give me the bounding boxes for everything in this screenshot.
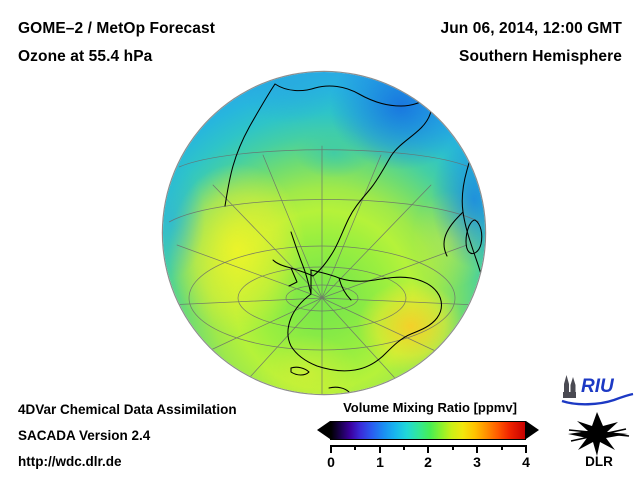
assimilation-method-label: 4DVar Chemical Data Assimilation — [18, 402, 237, 417]
colorbar-label-3: 3 — [473, 454, 481, 470]
data-centre-url[interactable]: http://wdc.dlr.de — [18, 454, 122, 469]
dlr-wordmark: DLR — [585, 454, 613, 468]
colorbar-extend-low-arrow — [317, 421, 330, 439]
colorbar-axis: 0 1 2 3 4 — [316, 445, 540, 475]
forecast-datetime: Jun 06, 2014, 12:00 GMT — [440, 20, 622, 37]
colorbar-tick-3 — [476, 445, 478, 453]
coastline-layer — [224, 83, 484, 393]
colorbar-tick-3-5 — [501, 445, 503, 450]
region-label: Southern Hemisphere — [459, 48, 622, 65]
colorbar-label-4: 4 — [522, 454, 530, 470]
colorbar-tick-2-5 — [452, 445, 454, 450]
colorbar-label-2: 2 — [424, 454, 432, 470]
colorbar-title: Volume Mixing Ratio [ppmv] — [343, 400, 517, 415]
ozone-globe-map — [163, 72, 485, 394]
colorbar-label-0: 0 — [327, 454, 335, 470]
dlr-mark-lines — [568, 428, 630, 442]
colorbar-tick-0 — [330, 445, 332, 453]
colorbar-tick-1 — [379, 445, 381, 453]
colorbar-tick-1-5 — [403, 445, 405, 450]
colorbar-label-1: 1 — [376, 454, 384, 470]
colorbar-tick-4 — [525, 445, 527, 453]
model-version-label: SACADA Version 2.4 — [18, 428, 151, 443]
graticule-layer — [166, 145, 480, 394]
colorbar-gradient — [330, 421, 526, 440]
riu-wordmark: RIU — [581, 376, 615, 397]
dlr-logo: DLR — [568, 412, 630, 468]
forecast-title: GOME–2 / MetOp Forecast — [18, 20, 215, 37]
riu-logo: RIU — [561, 375, 634, 406]
ozone-field-teal-patch — [163, 72, 485, 394]
riu-swoosh-icon — [561, 392, 634, 406]
colorbar-tick-2 — [427, 445, 429, 453]
colorbar — [316, 419, 540, 443]
dlr-mark-icon — [568, 412, 628, 456]
cathedral-spires-icon — [563, 375, 576, 398]
colorbar-extend-high-arrow — [526, 421, 539, 439]
product-subtitle: Ozone at 55.4 hPa — [18, 48, 153, 65]
colorbar-tick-0-5 — [354, 445, 356, 450]
limb-shading — [163, 72, 485, 394]
